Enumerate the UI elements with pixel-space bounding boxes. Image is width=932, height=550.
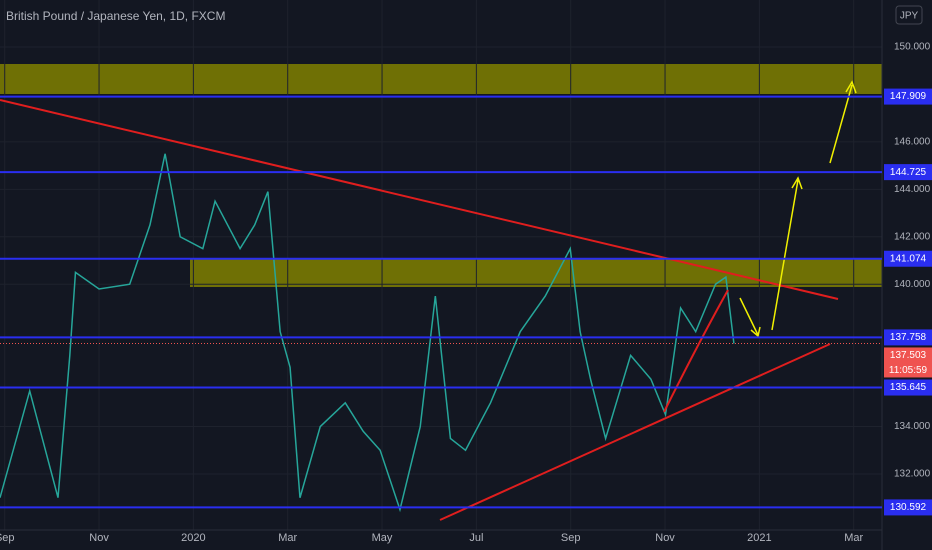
price-line [0,153,735,513]
level-label-box [884,379,932,396]
curve-trendline [663,289,729,413]
chart-title: British Pound / Japanese Yen, 1D, FXCM [6,9,225,23]
level-label: 147.909 [890,91,927,102]
level-label: 137.758 [890,332,927,343]
level-label-box [884,499,932,516]
countdown-label: 11:05:59 [889,365,928,376]
level-label: 135.645 [890,382,927,393]
level-label-box [884,164,932,181]
x-tick-label: Sep [561,532,581,544]
y-tick-label: 150.000 [894,42,931,53]
x-tick-label: May [372,532,393,544]
y-tick-label: 142.000 [894,231,931,242]
arrow-up [771,176,803,331]
x-tick-label: Sep [0,532,15,544]
x-tick-label: 2021 [747,532,771,544]
arrow-down [739,297,761,338]
arrow-up [829,80,857,164]
y-tick-label: 146.000 [894,137,931,148]
arrows [739,80,857,338]
supply-zone [0,64,882,94]
level-label: 141.074 [890,253,927,264]
x-tick-label: Mar [844,532,863,544]
level-label: 144.725 [890,167,927,178]
y-tick-label: 140.000 [894,279,931,290]
y-tick-label: 144.000 [894,184,931,195]
currency-label[interactable]: JPY [900,11,919,22]
x-tick-label: Jul [469,532,483,544]
y-tick-label: 132.000 [894,469,931,480]
level-label: 130.592 [890,502,927,513]
level-label-box [884,250,932,267]
x-tick-label: Nov [655,532,675,544]
x-tick-label: 2020 [181,532,205,544]
resistance-zone [190,259,882,287]
up-trendline [439,343,831,521]
currency-button[interactable] [895,5,923,25]
down-trendline [0,99,839,300]
level-label-box [884,329,932,346]
level-label-box [884,88,932,105]
last-price-label: 137.503 [890,350,927,361]
plot [0,0,882,530]
y-tick-label: 134.000 [894,421,931,432]
x-tick-label: Mar [278,532,297,544]
x-tick-label: Nov [89,532,109,544]
last-price-box [884,347,932,378]
